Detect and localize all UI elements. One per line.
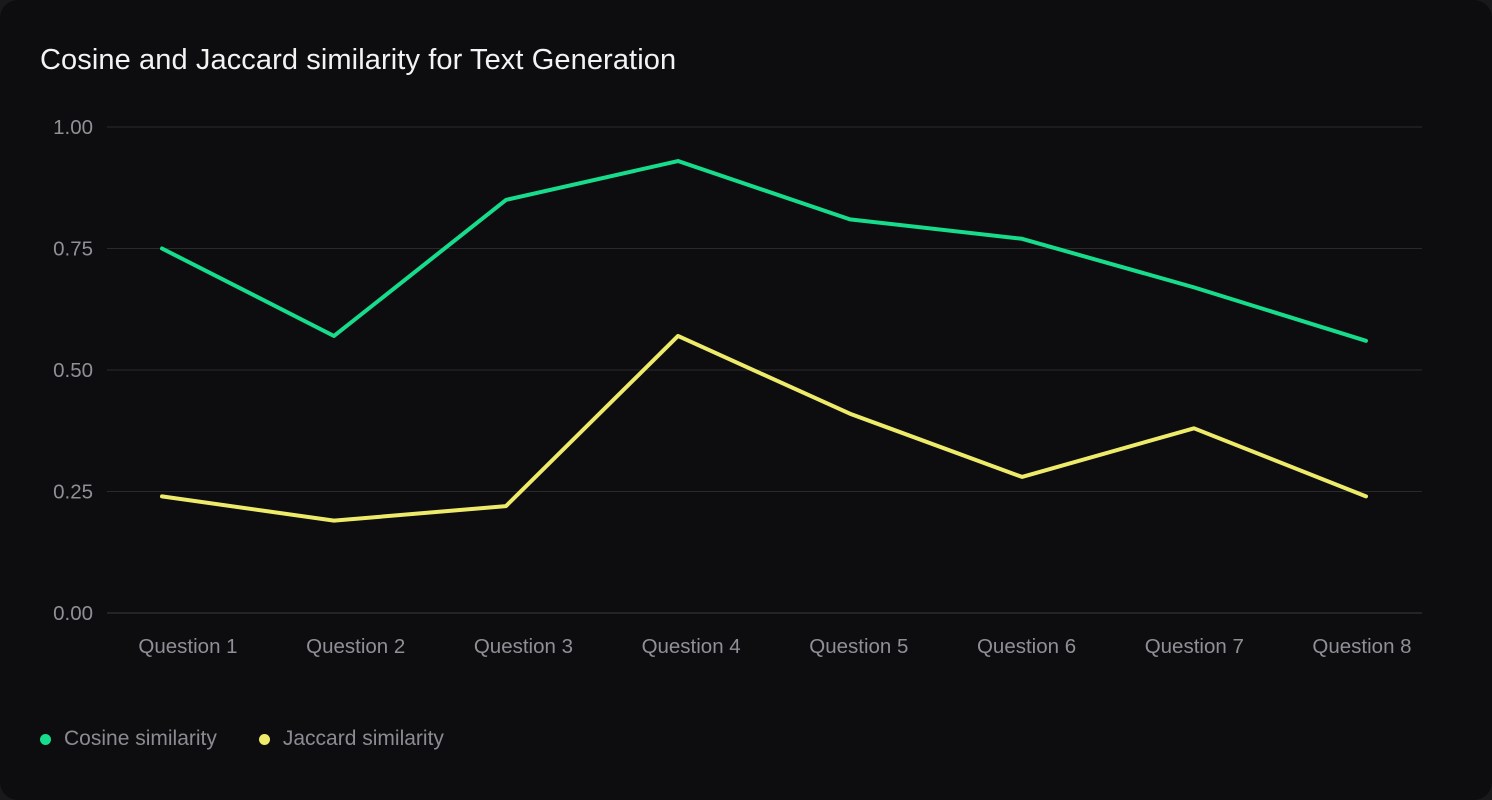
x-tick-label: Question 8 — [1312, 635, 1411, 658]
legend-label-cosine: Cosine similarity — [64, 727, 217, 750]
series-line-jaccard-similarity — [160, 333, 1368, 523]
y-tick-label: 1.00 — [53, 116, 93, 139]
chart-title: Cosine and Jaccard similarity for Text G… — [40, 44, 677, 76]
x-tick-label: Question 3 — [474, 635, 573, 658]
chart-legend: Cosine similarity Jaccard similarity — [40, 727, 444, 751]
legend-item-jaccard-similarity[interactable]: Jaccard similarity — [258, 727, 444, 751]
x-tick-label: Question 1 — [138, 635, 237, 658]
y-tick-label: 0.00 — [53, 602, 93, 625]
legend-dot-jaccard-icon — [258, 733, 270, 745]
x-tick-label: Question 2 — [306, 635, 405, 658]
legend-dot-cosine-icon — [40, 733, 51, 745]
series-line-cosine-similarity — [160, 159, 1368, 343]
x-tick-label: Question 7 — [1145, 635, 1244, 658]
legend-item-cosine-similarity[interactable]: Cosine similarity — [40, 727, 217, 751]
x-tick-label: Question 6 — [977, 635, 1076, 658]
legend-label-jaccard: Jaccard similarity — [282, 727, 444, 750]
y-tick-label: 0.75 — [53, 238, 93, 261]
y-tick-label: 0.50 — [53, 359, 93, 382]
y-tick-label: 0.25 — [53, 481, 93, 504]
x-tick-label: Question 4 — [642, 635, 741, 658]
x-tick-label: Question 5 — [809, 635, 908, 658]
